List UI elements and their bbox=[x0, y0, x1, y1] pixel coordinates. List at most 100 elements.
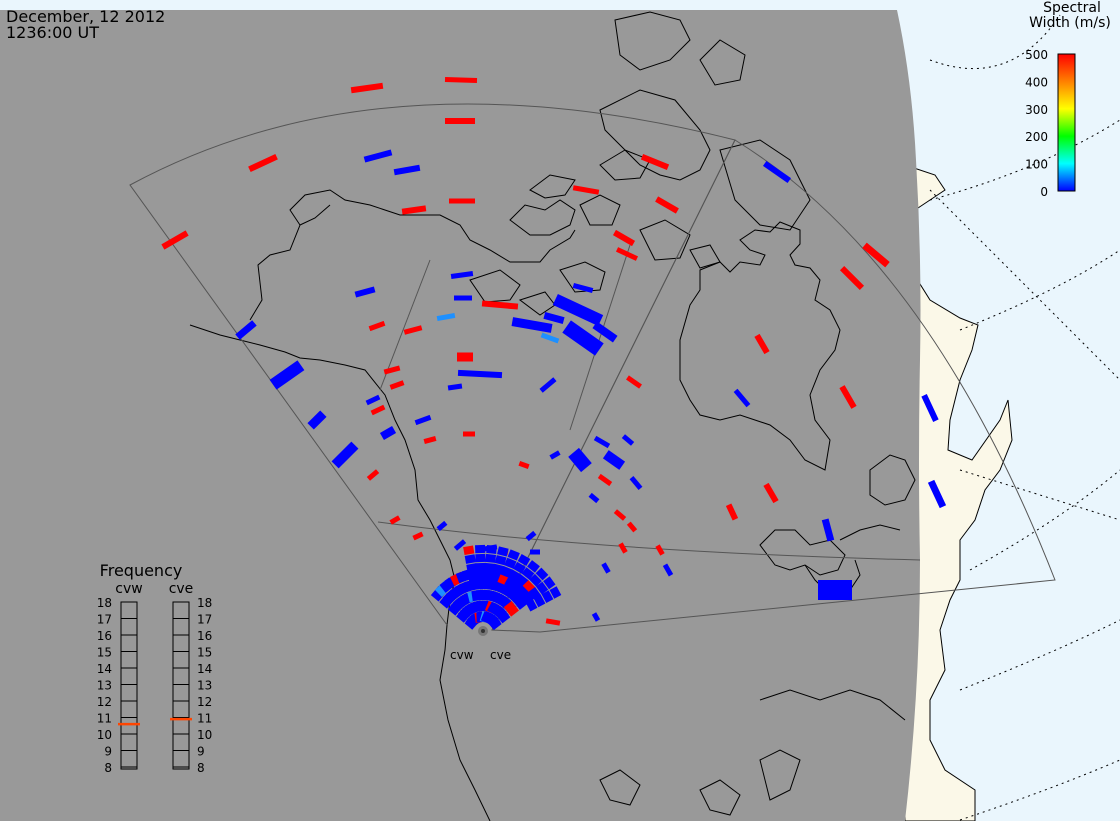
frequency-tick-label: 18 bbox=[197, 596, 212, 610]
range-gate-cell bbox=[521, 567, 535, 580]
cvw-fov bbox=[129, 103, 736, 631]
range-gate-cell bbox=[541, 590, 554, 604]
range-gate-cell bbox=[626, 521, 638, 533]
range-gate-cell bbox=[725, 503, 739, 521]
range-gate-cell bbox=[444, 76, 478, 84]
range-gate-cell bbox=[453, 539, 467, 551]
spectral-width-cells bbox=[161, 76, 947, 631]
range-gate-cell bbox=[504, 557, 517, 569]
frequency-column-cvw bbox=[120, 601, 138, 770]
frequency-title: Frequency bbox=[100, 561, 183, 580]
range-gate-cell bbox=[529, 573, 542, 587]
range-gate-cell bbox=[248, 153, 278, 173]
range-gate-cell bbox=[612, 229, 636, 247]
range-gate-cell bbox=[592, 321, 618, 343]
radar-sites: cvw cve bbox=[450, 626, 511, 662]
range-gate-cell bbox=[475, 562, 486, 572]
range-gate-cell bbox=[436, 520, 448, 532]
range-gate-cell bbox=[454, 295, 472, 301]
frequency-tick-label: 11 bbox=[197, 712, 212, 726]
range-gate-cell bbox=[626, 375, 642, 389]
colorbar-tick-label: 100 bbox=[1025, 158, 1048, 172]
range-gate-cell bbox=[549, 586, 562, 599]
range-gate-cell bbox=[525, 530, 537, 542]
range-gate-cell bbox=[588, 492, 600, 504]
range-gate-cell bbox=[436, 312, 456, 322]
frequency-tick-label: 14 bbox=[197, 662, 212, 676]
colorbar-tick-label: 400 bbox=[1025, 75, 1048, 89]
frequency-radar-cvw: cvw bbox=[115, 581, 142, 597]
range-gate-cell bbox=[572, 282, 594, 294]
colorbar-tick-label: 200 bbox=[1025, 130, 1048, 144]
range-gate-cell bbox=[618, 542, 628, 554]
range-gate-cell bbox=[572, 185, 600, 195]
range-gate-cell bbox=[447, 383, 463, 391]
range-gate-cell bbox=[161, 230, 189, 250]
range-gate-cell bbox=[366, 469, 380, 481]
range-gate-cell bbox=[389, 515, 401, 525]
range-gate-cell bbox=[527, 560, 540, 573]
range-gate-cell bbox=[235, 320, 257, 340]
nightside-shading bbox=[0, 10, 921, 821]
range-gate-cell bbox=[535, 567, 549, 581]
range-gate-cell bbox=[535, 581, 549, 595]
range-gate-cell bbox=[393, 164, 421, 176]
frequency-tick-label: 12 bbox=[97, 695, 112, 709]
frequency-radar-cve: cve bbox=[169, 581, 194, 597]
range-gate-cell bbox=[525, 598, 538, 612]
range-gate-cell bbox=[591, 612, 601, 622]
magnetic-grid bbox=[929, 14, 1120, 821]
range-gate-cell bbox=[549, 450, 561, 460]
range-gate-cell bbox=[540, 332, 560, 344]
frequency-scale: 18 17 16 15 14 13 12 11 10 9 8 18 17 16 15 14 13 12 11 10 9 8 bbox=[97, 596, 213, 775]
range-gate-cell bbox=[412, 531, 424, 541]
range-gate-cell bbox=[655, 544, 665, 556]
range-gate-cell bbox=[593, 435, 611, 449]
range-gate-cell bbox=[629, 476, 643, 490]
frequency-panel: Frequency cvw cve 1817161514131211109818… bbox=[97, 561, 213, 775]
colorbar-title-line2: Width (m/s) bbox=[1029, 15, 1111, 31]
frequency-tick-label: 10 bbox=[197, 728, 212, 742]
range-gate-cell bbox=[927, 479, 947, 509]
range-gate-cell bbox=[562, 320, 604, 356]
range-gate-cell bbox=[331, 441, 359, 469]
radar-site-marker-inner bbox=[481, 629, 485, 633]
range-gate-cell bbox=[354, 286, 376, 298]
frequency-tick-label: 16 bbox=[97, 629, 112, 643]
frequency-tick-label: 17 bbox=[97, 613, 112, 627]
range-gate-cell bbox=[403, 325, 423, 335]
range-gate-cell bbox=[539, 377, 557, 393]
plot-time: 1236:00 UT bbox=[6, 23, 100, 42]
range-gate-cell bbox=[530, 549, 540, 555]
range-gate-cell bbox=[475, 544, 486, 554]
frequency-tick-label: 11 bbox=[97, 712, 112, 726]
frequency-tick-label: 15 bbox=[197, 646, 212, 660]
range-gate-cell bbox=[655, 196, 679, 214]
plot-header: December, 12 2012 1236:00 UT bbox=[6, 9, 165, 41]
frequency-tick-label: 8 bbox=[104, 761, 112, 775]
range-gate-cell bbox=[511, 317, 553, 333]
range-gate-cell bbox=[423, 436, 437, 444]
range-gate-cell bbox=[370, 404, 386, 416]
colorbar-title-line1: Spectral bbox=[1043, 0, 1101, 16]
frequency-column-cve bbox=[172, 601, 190, 770]
range-gate-cell bbox=[383, 365, 401, 375]
frequency-tick-label: 16 bbox=[197, 629, 212, 643]
frequency-tick-label: 15 bbox=[97, 646, 112, 660]
colorbar-ticks: 500 400 300 200 100 0 bbox=[1025, 48, 1048, 199]
range-gate-cell bbox=[389, 380, 405, 390]
range-gate-cell bbox=[484, 562, 496, 572]
colorbar: Spectral Width (m/s) 500 400 300 200 100 0 bbox=[1025, 0, 1111, 199]
range-gate-cell bbox=[450, 270, 474, 280]
colorbar-gradient bbox=[1057, 53, 1076, 192]
range-gate-cell bbox=[839, 265, 865, 291]
range-gate-cell bbox=[350, 82, 384, 94]
range-gate-cell bbox=[486, 544, 497, 554]
range-gate-cell bbox=[464, 554, 476, 564]
range-gate-cell bbox=[457, 352, 473, 362]
range-gate-cell bbox=[733, 388, 751, 408]
range-gate-cell bbox=[818, 580, 852, 600]
range-gate-cell bbox=[921, 394, 939, 422]
range-gate-cell bbox=[862, 242, 890, 268]
